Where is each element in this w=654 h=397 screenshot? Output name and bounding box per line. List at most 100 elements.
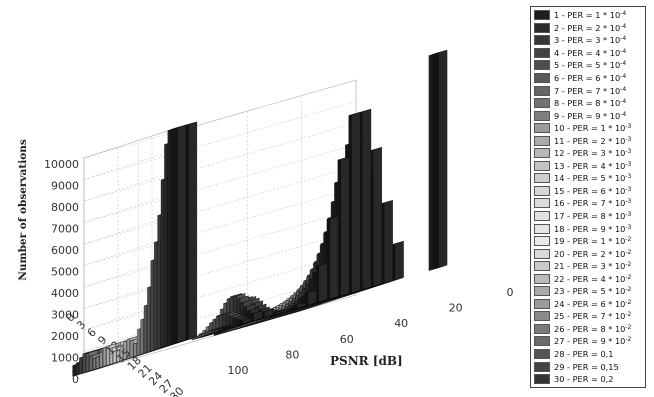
- legend-label-text: 4 - PER = 4 * 10: [554, 47, 621, 58]
- legend-label: 25 - PER = 7 * 10-2: [554, 310, 631, 322]
- legend-swatch: [534, 336, 550, 347]
- bar-top: [219, 311, 231, 316]
- bar-top: [247, 307, 259, 312]
- legend-swatch: [534, 73, 550, 83]
- legend-label: 28 - PER = 0,1: [554, 348, 613, 360]
- grid-line: [83, 251, 357, 331]
- legend-label-text: 11 - PER = 2 * 10: [554, 135, 626, 146]
- legend-label-text: 8 - PER = 8 * 10: [554, 98, 621, 109]
- bar-side: [160, 178, 164, 349]
- legend-label: 10 - PER = 1 * 10-3: [554, 122, 631, 134]
- z-tick-label: 2000: [51, 330, 79, 343]
- legend-label-text: 18 - PER = 9 * 10: [554, 223, 626, 234]
- legend-swatch: [534, 323, 550, 334]
- legend-label: 13 - PER = 4 * 10-3: [554, 160, 631, 172]
- legend-label-exponent: -2: [625, 273, 632, 281]
- bar-front: [438, 49, 448, 268]
- legend-label-text: 6 - PER = 6 * 10: [554, 73, 621, 83]
- z-tick-label: 8000: [51, 201, 79, 214]
- legend-item: 24 - PER = 6 * 10-2: [534, 298, 642, 311]
- bar-top: [239, 317, 252, 321]
- legend-item: 9 - PER = 9 * 10-4: [534, 109, 642, 122]
- legend-swatch: [534, 236, 550, 247]
- grid-line: [83, 165, 357, 245]
- grid-line: [83, 144, 357, 223]
- bar-side: [150, 259, 154, 352]
- bar-top: [237, 295, 249, 300]
- bar-top: [250, 310, 263, 315]
- legend-item: 15 - PER = 6 * 10-3: [534, 185, 642, 198]
- legend-label-text: 23 - PER = 5 * 10: [554, 286, 626, 297]
- legend-swatch: [534, 198, 550, 209]
- legend-label: 23 - PER = 5 * 10-2: [554, 285, 631, 297]
- legend-swatch: [534, 148, 550, 159]
- legend-swatch: [534, 311, 550, 322]
- legend-label-exponent: -3: [625, 148, 632, 156]
- legend-label-text: 17 - PER = 8 * 10: [554, 211, 626, 222]
- z-tick-label: 10000: [44, 158, 79, 171]
- legend-item: 11 - PER = 2 * 10-3: [534, 134, 642, 147]
- bar-front: [340, 156, 350, 296]
- legend-label: 19 - PER = 1 * 10-2: [554, 235, 631, 247]
- bar-top: [89, 352, 102, 357]
- x-tick-label: 80: [285, 348, 299, 361]
- z-axis-label: Number of observations: [17, 139, 29, 281]
- z-tick-label: 4000: [51, 287, 79, 300]
- legend-label-exponent: -2: [625, 261, 632, 269]
- legend-label-exponent: -4: [620, 47, 627, 55]
- legend-label-exponent: -3: [625, 135, 632, 143]
- legend-item: 4 - PER = 4 * 10-4: [534, 47, 642, 60]
- legend-item: 20 - PER = 2 * 10-2: [534, 247, 642, 260]
- legend-item: 19 - PER = 1 * 10-2: [534, 235, 642, 248]
- bar-top: [435, 50, 448, 54]
- bar-top: [243, 303, 256, 308]
- legend-label: 30 - PER = 0,2: [554, 373, 613, 385]
- bar-side: [294, 304, 298, 310]
- bar-top: [348, 112, 361, 116]
- bar-top: [222, 324, 234, 329]
- legend-swatch: [534, 47, 550, 58]
- bar-side: [435, 52, 439, 269]
- legend-label-exponent: -2: [625, 236, 632, 244]
- legend-label-text: 9 - PER = 9 * 10: [554, 110, 621, 121]
- legend-item: 17 - PER = 8 * 10-3: [534, 210, 642, 223]
- bar-side: [89, 355, 93, 372]
- legend-label: 2 - PER = 2 * 10-4: [554, 22, 626, 34]
- bar-top: [229, 313, 242, 317]
- legend-swatch: [534, 110, 550, 121]
- z-tick-label: 6000: [51, 244, 79, 257]
- legend-label-text: 22 - PER = 4 * 10: [554, 273, 626, 284]
- legend-swatch: [534, 286, 550, 297]
- legend-label: 21 - PER = 3 * 10-2: [554, 260, 631, 272]
- bar-front: [394, 241, 404, 281]
- bar-top: [211, 326, 224, 331]
- legend-label: 17 - PER = 8 * 10-3: [554, 210, 631, 222]
- legend-label: 11 - PER = 2 * 10-3: [554, 135, 631, 147]
- legend-label-text: 15 - PER = 6 * 10: [554, 185, 626, 196]
- legend-item: 7 - PER = 7 * 10-4: [534, 84, 642, 97]
- legend-swatch: [534, 211, 550, 222]
- bar-side: [211, 328, 215, 334]
- legend-label-text: 1 - PER = 1 * 10: [554, 10, 621, 21]
- bar-top: [240, 299, 253, 304]
- bar-top: [225, 324, 238, 328]
- legend-label-exponent: -2: [625, 311, 632, 319]
- legend-item: 27 - PER = 9 * 10-2: [534, 335, 642, 348]
- legend-item: 22 - PER = 4 * 10-2: [534, 272, 642, 285]
- z-tick-label: 3000: [51, 309, 79, 322]
- z-tick-label: 0: [72, 373, 79, 386]
- bar-top: [233, 293, 246, 297]
- bar-front: [188, 121, 198, 340]
- bar-side: [164, 143, 168, 347]
- bar-top: [337, 156, 350, 161]
- legend-label-text: 27 - PER = 9 * 10: [554, 336, 626, 347]
- bar-side: [99, 351, 103, 368]
- legend-item: 30 - PER = 0,2: [534, 373, 642, 386]
- legend-swatch: [534, 223, 550, 234]
- legend-swatch: [534, 261, 550, 272]
- bar-front: [329, 215, 339, 299]
- bar-top: [106, 342, 119, 347]
- legend-item: 12 - PER = 3 * 10-3: [534, 147, 642, 160]
- bar-top: [86, 350, 98, 354]
- plot-area: 0100020003000400050006000700080009000100…: [17, 49, 514, 397]
